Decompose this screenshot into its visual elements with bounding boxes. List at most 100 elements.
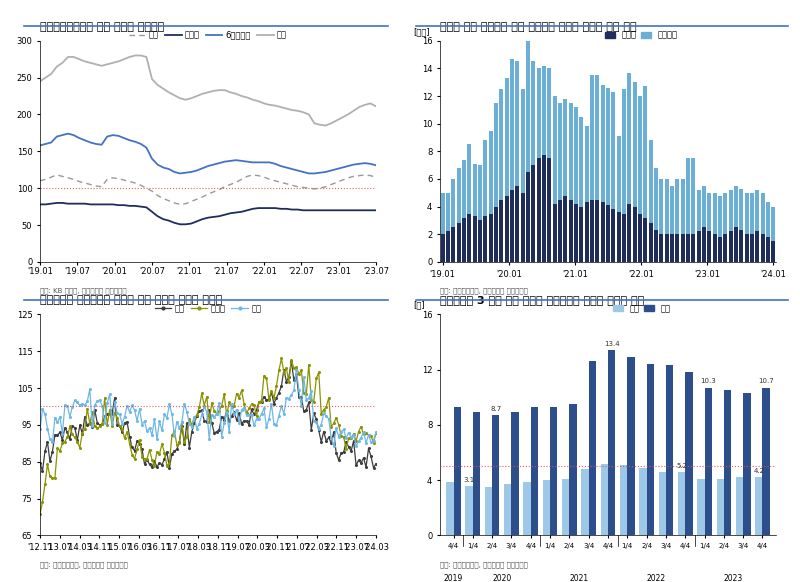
Bar [466, 485, 473, 535]
Bar [515, 62, 519, 262]
Bar [441, 193, 445, 262]
Bar [691, 158, 695, 262]
Bar [485, 487, 492, 535]
Text: 5.2: 5.2 [676, 463, 687, 469]
Bar [601, 463, 608, 535]
Bar [521, 193, 525, 262]
Text: 자료: 한국부동산원, 유인타증권 리서치센터: 자료: 한국부동산원, 유인타증권 리서치센터 [440, 562, 528, 568]
Bar [579, 117, 583, 262]
Bar [611, 92, 615, 262]
Bar [505, 196, 509, 262]
Bar [582, 469, 589, 535]
Text: 4.2: 4.2 [754, 469, 764, 474]
Bar [515, 186, 519, 262]
Bar [745, 193, 749, 262]
Bar [622, 214, 626, 262]
Bar [627, 73, 631, 262]
Bar [457, 223, 461, 262]
Bar [601, 85, 605, 262]
Text: 2021: 2021 [570, 574, 589, 582]
Bar [734, 186, 738, 262]
Bar [723, 193, 727, 262]
Bar [702, 228, 706, 262]
Text: 8.7: 8.7 [490, 406, 502, 412]
Bar [553, 204, 557, 262]
Bar [638, 96, 642, 262]
Bar [755, 190, 759, 262]
Bar [707, 232, 711, 262]
Bar [499, 200, 503, 262]
Bar [686, 234, 690, 262]
Bar [542, 155, 546, 262]
Bar [771, 241, 775, 262]
Text: 10.7: 10.7 [758, 378, 774, 384]
Bar [681, 234, 685, 262]
Bar [739, 230, 743, 262]
Bar [478, 221, 482, 262]
Bar [675, 179, 679, 262]
Bar [627, 357, 634, 535]
Bar [633, 207, 637, 262]
Bar [478, 165, 482, 262]
Bar [489, 130, 493, 262]
Bar [646, 364, 654, 535]
Bar [762, 388, 770, 535]
Bar [643, 86, 647, 262]
Bar [569, 103, 573, 262]
Text: 2023: 2023 [724, 574, 743, 582]
Bar [590, 75, 594, 262]
Bar [717, 479, 724, 535]
Bar [766, 203, 770, 262]
Bar [467, 144, 471, 262]
Text: 자료: 삼각부동산원, 유인타증권 리서치센터: 자료: 삼각부동산원, 유인타증권 리서치센터 [440, 288, 528, 294]
Bar [617, 212, 621, 262]
Bar [446, 481, 454, 535]
Bar [547, 158, 551, 262]
Bar [771, 207, 775, 262]
Bar [761, 234, 765, 262]
Bar [526, 13, 530, 262]
Bar [499, 89, 503, 262]
Bar [739, 189, 743, 262]
Bar [638, 214, 642, 262]
Bar [462, 218, 466, 262]
Bar [718, 196, 722, 262]
Bar [521, 89, 525, 262]
Bar [620, 465, 627, 535]
Legend: 전국, 서울: 전국, 서울 [610, 301, 674, 317]
Text: [배]: [배] [413, 301, 425, 310]
Bar [542, 66, 546, 262]
Bar [563, 99, 567, 262]
Bar [550, 407, 558, 535]
Bar [585, 126, 589, 262]
Bar [523, 481, 530, 535]
Bar [713, 234, 717, 262]
Bar [462, 159, 466, 262]
Text: 아파트매매 수급동향도 여전히 낮은 수준에 머물러 있으며: 아파트매매 수급동향도 여전히 낮은 수준에 머물러 있으며 [40, 295, 222, 305]
Bar [723, 234, 727, 262]
Bar [686, 372, 693, 535]
Text: 2020: 2020 [492, 574, 511, 582]
Bar [670, 234, 674, 262]
Text: 10.3: 10.3 [700, 378, 716, 384]
Bar [473, 217, 477, 262]
Bar [658, 472, 666, 535]
Bar [705, 388, 712, 535]
Text: 주택구매력지수는 소폭 회복된 모습이나: 주택구매력지수는 소폭 회복된 모습이나 [40, 22, 164, 31]
Bar [675, 234, 679, 262]
Bar [659, 179, 663, 262]
Bar [745, 234, 749, 262]
Bar [750, 193, 754, 262]
Legend: 수도권, 비수도권: 수도권, 비수도권 [602, 27, 681, 43]
Bar [643, 218, 647, 262]
Text: 자료: KB 부동산, 유인타증권 리서치센터: 자료: KB 부동산, 유인타증권 리서치센터 [40, 288, 126, 294]
Bar [473, 413, 480, 535]
Bar [608, 350, 615, 535]
Bar [547, 69, 551, 262]
Bar [590, 200, 594, 262]
Bar [562, 479, 570, 535]
Legend: 전국, 수도권, 지방: 전국, 수도권, 지방 [151, 301, 265, 317]
Bar [697, 232, 701, 262]
Bar [454, 407, 461, 535]
Bar [492, 415, 499, 535]
